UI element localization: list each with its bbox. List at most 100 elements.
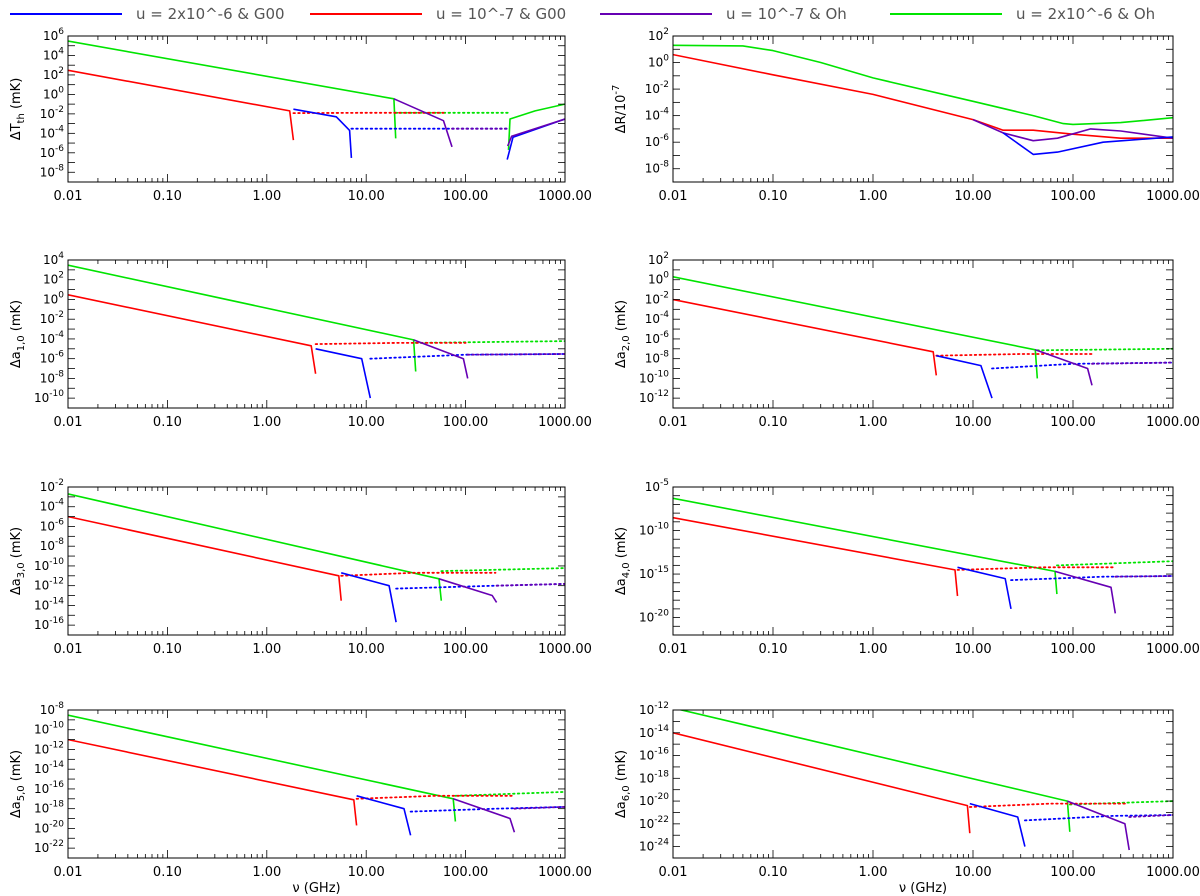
series-line-6 bbox=[1035, 349, 1093, 386]
y-tick-label: 10-4 bbox=[40, 330, 65, 346]
y-tick-label: 10-24 bbox=[639, 838, 669, 854]
series-line-7 bbox=[513, 806, 565, 810]
x-axis-label: ν (GHz) bbox=[292, 881, 340, 896]
y-axis-label: ΔR/10-7 bbox=[611, 85, 629, 134]
y-tick-label: 10-10 bbox=[34, 557, 64, 573]
x-tick-label: 1000.00 bbox=[538, 865, 592, 880]
series-line-7 bbox=[506, 118, 565, 160]
series-line-7 bbox=[495, 583, 565, 587]
y-axis-label: ΔTth (mK) bbox=[9, 78, 27, 141]
y-tick-label: 10-6 bbox=[40, 350, 65, 366]
plot-frame bbox=[67, 486, 566, 636]
x-tick-label: 0.01 bbox=[54, 642, 83, 657]
y-tick-label: 10-6 bbox=[645, 330, 670, 346]
y-tick-label: 100 bbox=[43, 290, 64, 306]
y-axis-label: Δa5,0 (mK) bbox=[9, 750, 27, 818]
series-line-1 bbox=[673, 53, 1173, 139]
plot-frame bbox=[67, 35, 566, 183]
x-tick-label: 0.01 bbox=[54, 415, 83, 430]
plot-frame bbox=[67, 259, 566, 409]
y-tick-label: 100 bbox=[648, 271, 669, 287]
plot-frame bbox=[67, 709, 566, 859]
y-tick-label: 10-2 bbox=[645, 80, 669, 96]
x-tick-label: 0.10 bbox=[153, 415, 182, 430]
series-group bbox=[68, 493, 565, 623]
y-tick-label: 10-8 bbox=[40, 701, 65, 717]
y-tick-label: 10-12 bbox=[34, 577, 64, 593]
y-tick-label: 102 bbox=[43, 66, 64, 82]
y-tick-label: 10-15 bbox=[639, 565, 669, 581]
x-tick-label: 1.00 bbox=[252, 865, 281, 880]
y-tick-label: 10-12 bbox=[639, 389, 669, 405]
series-line-2 bbox=[68, 738, 358, 826]
series-line-2 bbox=[507, 103, 565, 150]
y-tick-label: 10-6 bbox=[40, 517, 65, 533]
series-line-3 bbox=[956, 566, 1114, 571]
y-tick-label: 102 bbox=[648, 251, 669, 267]
series-line-2 bbox=[673, 298, 938, 376]
series-line-5 bbox=[409, 806, 565, 813]
series-line-0 bbox=[68, 40, 397, 139]
x-tick-label: 1.00 bbox=[252, 415, 281, 430]
y-tick-label: 10-16 bbox=[34, 780, 64, 796]
chart-panel-2: 0.01 0.10 1.00 10.00 100.00 1000.00 10-10 10-8 1… bbox=[9, 251, 592, 430]
series-line-8 bbox=[393, 98, 453, 148]
x-tick-label: 0.10 bbox=[759, 189, 788, 204]
plot-frame bbox=[672, 486, 1174, 636]
series-line-3 bbox=[1002, 132, 1173, 156]
series-line-0 bbox=[673, 497, 1058, 595]
x-tick-label: 1.00 bbox=[252, 642, 281, 657]
y-tick-label: 10-14 bbox=[639, 724, 669, 740]
x-tick-label: 100.00 bbox=[1050, 189, 1096, 204]
x-tick-label: 10.00 bbox=[348, 865, 385, 880]
x-tick-label: 0.10 bbox=[153, 189, 182, 204]
plot-frame bbox=[672, 709, 1174, 859]
series-line-3 bbox=[340, 571, 497, 577]
x-tick-label: 1.00 bbox=[859, 415, 888, 430]
x-tick-label: 100.00 bbox=[1050, 415, 1096, 430]
series-line-3 bbox=[314, 341, 467, 346]
legend: u = 2x10^-6 & G00 u = 10^-7 & G00 u = 10… bbox=[0, 0, 1200, 30]
series-line-0 bbox=[68, 264, 417, 372]
series-group bbox=[673, 497, 1173, 614]
legend-item-red: u = 10^-7 & G00 bbox=[310, 4, 566, 24]
series-group bbox=[68, 714, 565, 836]
y-axis-label: Δa6,0 (mK) bbox=[614, 750, 632, 818]
legend-item-purple: u = 10^-7 & Oh bbox=[600, 4, 847, 24]
x-tick-label: 10.00 bbox=[348, 415, 385, 430]
x-tick-label: 100.00 bbox=[443, 642, 489, 657]
x-tick-label: 0.10 bbox=[153, 642, 182, 657]
legend-line-blue bbox=[10, 13, 122, 15]
y-tick-label: 10-10 bbox=[639, 522, 669, 538]
x-tick-label: 0.01 bbox=[659, 189, 688, 204]
legend-item-green: u = 2x10^-6 & Oh bbox=[890, 4, 1155, 24]
legend-item-blue: u = 2x10^-6 & G00 bbox=[10, 4, 285, 24]
y-tick-label: 10-10 bbox=[34, 721, 64, 737]
chart-panel-3: 0.01 0.10 1.00 10.00 100.00 1000.00 10-12 10-10… bbox=[614, 251, 1200, 430]
x-tick-label: 1.00 bbox=[859, 642, 888, 657]
x-tick-label: 10.00 bbox=[954, 642, 991, 657]
x-tick-label: 100.00 bbox=[443, 415, 489, 430]
series-line-4 bbox=[957, 566, 1012, 610]
y-tick-label: 10-4 bbox=[645, 107, 670, 123]
x-tick-label: 1.00 bbox=[252, 189, 281, 204]
y-axis-label: Δa1,0 (mK) bbox=[9, 300, 27, 368]
y-tick-label: 10-2 bbox=[40, 105, 64, 121]
y-tick-label: 10-12 bbox=[34, 740, 64, 756]
y-tick-label: 10-4 bbox=[40, 498, 65, 514]
x-tick-label: 0.01 bbox=[659, 865, 688, 880]
x-tick-label: 100.00 bbox=[1050, 642, 1096, 657]
x-tick-label: 100.00 bbox=[443, 189, 489, 204]
x-tick-label: 1000.00 bbox=[1146, 642, 1200, 657]
y-tick-label: 10-14 bbox=[34, 596, 64, 612]
x-tick-label: 1000.00 bbox=[538, 189, 592, 204]
x-tick-label: 0.01 bbox=[659, 415, 688, 430]
series-line-1 bbox=[454, 791, 565, 797]
y-tick-label: 10-16 bbox=[639, 747, 669, 763]
y-tick-label: 10-4 bbox=[645, 310, 670, 326]
chart-panel-6: 0.01 0.10 1.00 10.00 100.00 1000.00 10-22 10-20… bbox=[9, 701, 592, 896]
x-tick-label: 1000.00 bbox=[1146, 415, 1200, 430]
series-line-0 bbox=[673, 276, 1039, 379]
x-tick-label: 0.10 bbox=[759, 865, 788, 880]
plot-frame bbox=[672, 259, 1174, 409]
